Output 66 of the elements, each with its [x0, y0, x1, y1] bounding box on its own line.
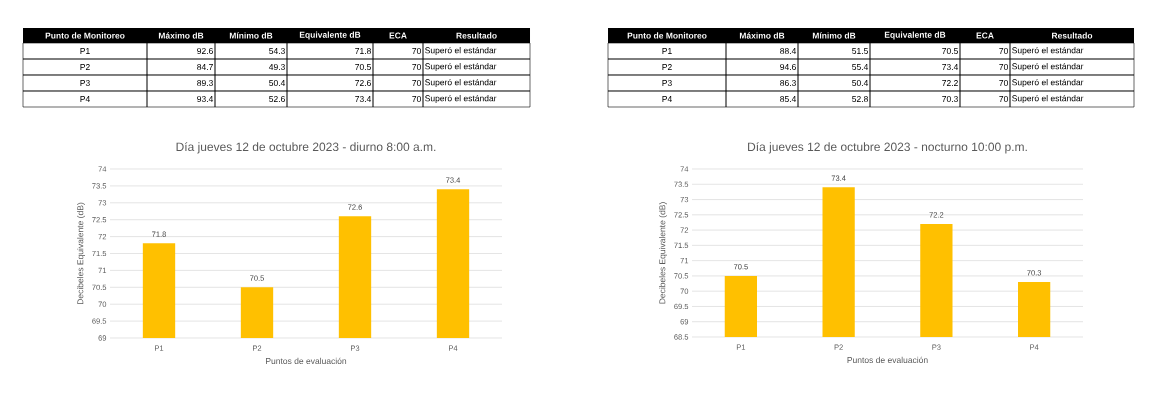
- text: 55.4: [852, 64, 869, 70]
- text: 49.3: [268, 64, 285, 70]
- text: P2: [80, 64, 90, 70]
- text: 73.4: [942, 64, 959, 70]
- text: P3: [80, 80, 90, 86]
- text: Superó el estándar: [1012, 94, 1084, 103]
- text: 70: [412, 48, 421, 54]
- text: 70: [412, 64, 421, 70]
- text: P4: [662, 96, 672, 102]
- category-label: ECA: [389, 32, 407, 39]
- category-label: Resultado: [456, 32, 497, 39]
- category-label: Equivalente dB: [884, 31, 946, 40]
- text: 70: [412, 96, 421, 102]
- category-label: Máximo dB: [739, 32, 785, 39]
- text: 70.5: [942, 48, 958, 54]
- chart-title: Día jueves 12 de octubre 2023 - diurno 8:00 a.m.: [176, 142, 436, 154]
- text: Superó el estándar: [1012, 78, 1084, 87]
- text: 52.6: [269, 96, 285, 102]
- text: 52.8: [852, 96, 868, 102]
- text: 88.4: [780, 48, 797, 54]
- text: 50.4: [852, 80, 869, 86]
- text: P1: [80, 48, 90, 54]
- category-label: Equivalente dB: [299, 31, 361, 40]
- text: 92.6: [197, 48, 213, 54]
- text: 72.2: [942, 80, 958, 86]
- text: 70: [999, 64, 1008, 70]
- y-axis-title: Decibeles Equivalente (dB): [659, 202, 667, 304]
- category-label: Punto de Monitoreo: [45, 32, 125, 39]
- text: P1: [662, 48, 672, 54]
- text: 85.4: [780, 96, 797, 102]
- text: 54.3: [269, 48, 285, 54]
- category-label: ECA: [976, 32, 994, 39]
- text: Superó el estándar: [425, 46, 497, 55]
- text: P3: [662, 80, 672, 86]
- text: 89.3: [197, 80, 213, 86]
- text: 94.6: [780, 64, 796, 70]
- text: P2: [662, 64, 672, 70]
- text: 70: [999, 96, 1008, 102]
- text: Superó el estándar: [1012, 46, 1084, 55]
- text: 73.4: [355, 96, 372, 102]
- text: 84.7: [197, 64, 213, 70]
- text: 50.4: [269, 80, 286, 86]
- category-label: Mínimo dB: [812, 32, 856, 39]
- category-label: Máximo dB: [158, 32, 204, 39]
- category-label: Resultado: [1052, 32, 1093, 39]
- chart-title: Día jueves 12 de octubre 2023 - nocturno 10:00 p.m.: [748, 142, 1027, 154]
- text: P4: [80, 96, 90, 102]
- text: 70: [999, 80, 1008, 86]
- category-label: Punto de Monitoreo: [627, 32, 707, 39]
- x-axis-title: Puntos de evaluación: [847, 356, 928, 364]
- text: Superó el estándar: [425, 78, 497, 87]
- text: 86.3: [780, 80, 796, 86]
- y-axis-title: Decibeles Equivalente (dB): [77, 202, 85, 305]
- text: Superó el estándar: [425, 94, 497, 103]
- text: Superó el estándar: [425, 62, 497, 71]
- text: 72.6: [355, 80, 371, 86]
- text: 70: [412, 80, 421, 86]
- text: 70.3: [942, 96, 958, 102]
- text: 51.5: [852, 48, 868, 54]
- text: 71.8: [355, 48, 371, 54]
- text: Superó el estándar: [1012, 62, 1084, 71]
- x-axis-title: Puntos de evaluación: [266, 357, 347, 365]
- text: 93.4: [197, 96, 214, 102]
- category-label: Mínimo dB: [229, 32, 273, 39]
- text: 70: [999, 48, 1008, 54]
- text: 70.5: [355, 64, 371, 70]
